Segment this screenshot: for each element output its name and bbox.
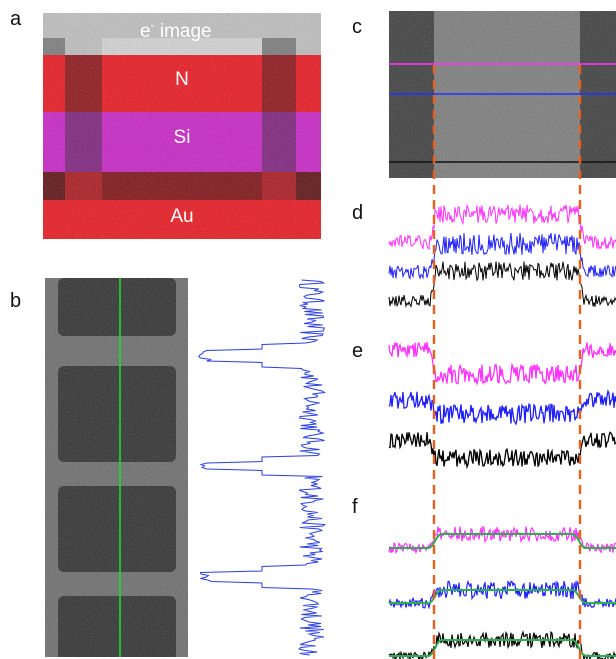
gold-label: Au [170,206,193,227]
panel-label-b: b [10,290,22,312]
fit-f-blue [389,589,616,604]
fit-f-black [389,639,616,657]
line-profiles [388,203,616,659]
panel-c-micrograph [389,11,616,178]
trace-e-magenta [388,341,616,386]
electron-image-map: e- image [43,13,321,55]
gold-map: Au [43,172,321,239]
trace-e-black [388,431,616,470]
trace-d-magenta [388,203,616,250]
fit-f-magenta [389,533,616,549]
electron-image-label: e- image [140,18,212,42]
panel-label-a: a [10,8,22,30]
silicon-label: Si [174,127,191,148]
intensity-profile [198,279,327,656]
nitrogen-label: N [175,69,189,90]
trace-e-blue [388,389,616,426]
panel-label-c: c [352,16,362,38]
panel-b-micrograph [45,278,188,657]
trace-d-black [388,261,616,308]
panel-label-d: d [352,202,364,224]
silicon-map: Si [43,112,321,172]
nitrogen-map: N [43,55,321,112]
trace-d-blue [388,232,616,280]
panel-label-e: e [352,340,364,362]
panel-a-maps: e- image N Si Au [43,13,321,239]
trace-f-black [388,630,616,659]
panel-label-f: f [352,496,358,518]
